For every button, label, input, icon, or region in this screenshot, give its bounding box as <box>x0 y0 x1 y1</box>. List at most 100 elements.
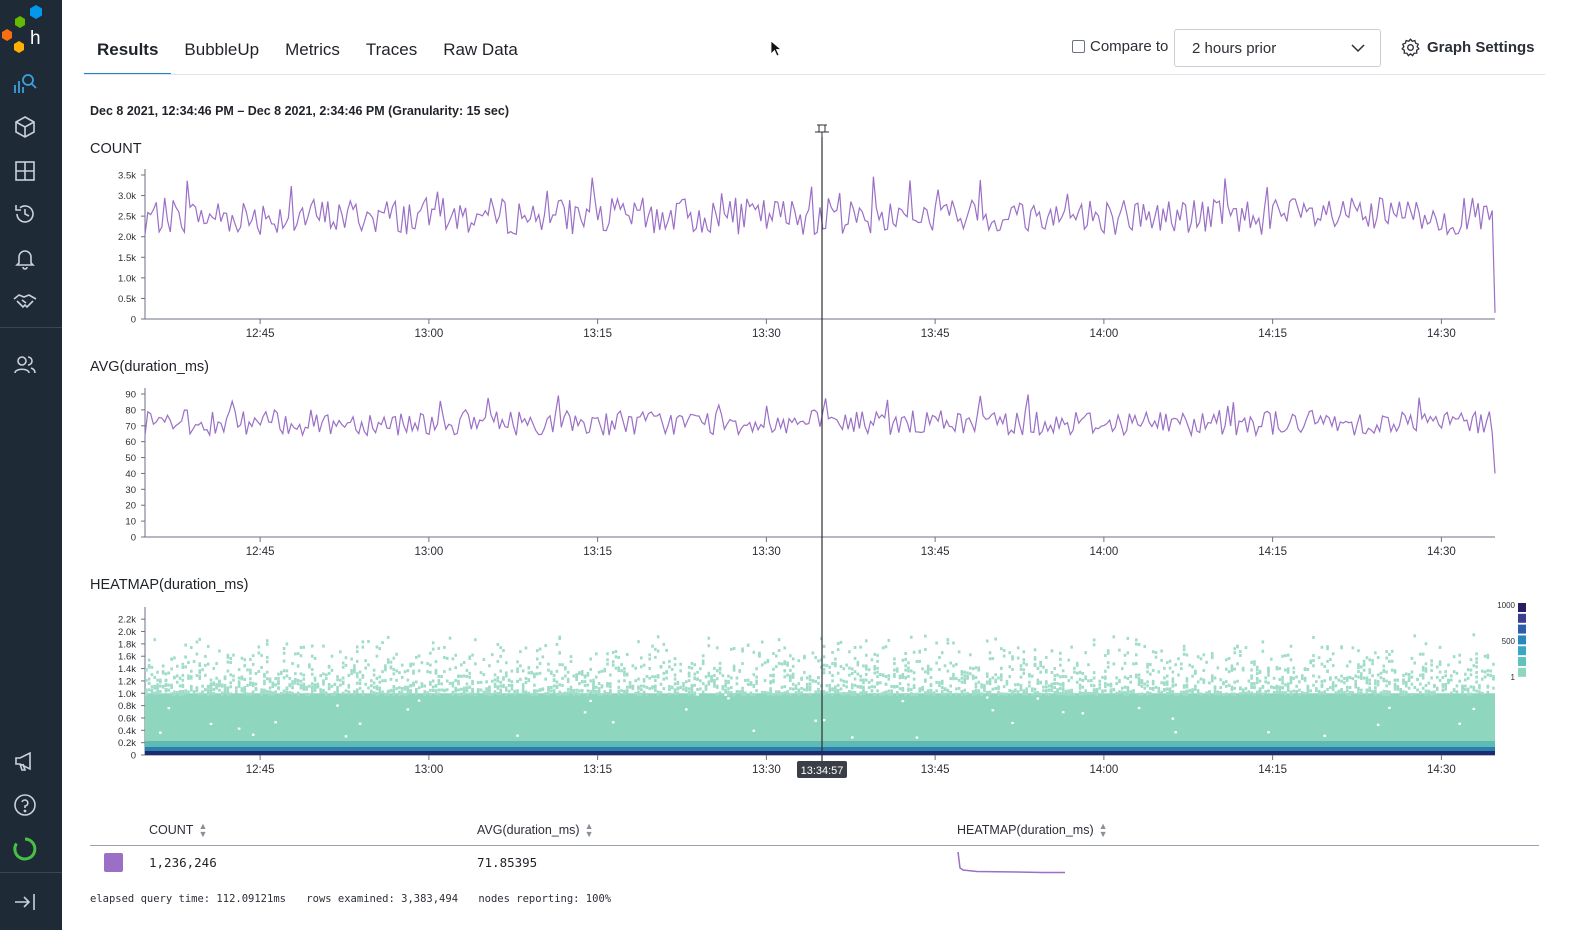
heatmap-cell <box>381 690 384 694</box>
graph-settings-button[interactable]: Graph Settings <box>1400 37 1535 58</box>
compare-select[interactable]: 2 hours prior <box>1174 29 1381 67</box>
heatmap-cell <box>192 691 196 695</box>
heatmap-cell <box>963 692 967 696</box>
heatmap-cell <box>198 674 202 678</box>
heatmap-cell <box>907 687 910 691</box>
heatmap-cell <box>969 672 972 676</box>
heatmap-cell <box>1379 691 1383 695</box>
heatmap-cell <box>313 676 317 680</box>
heatmap-cell <box>1140 680 1144 684</box>
datasets-icon[interactable] <box>9 111 41 143</box>
heatmap-cell <box>1078 686 1082 690</box>
heatmap-cell <box>249 692 252 696</box>
heatmap-cell <box>237 676 241 680</box>
heatmap-cell <box>187 674 190 678</box>
heatmap-cell <box>285 674 289 678</box>
heatmap-cell <box>150 673 154 677</box>
heatmap-cell <box>845 680 848 684</box>
heatmap-cell <box>856 672 860 676</box>
heatmap-cell <box>1160 690 1163 694</box>
heatmap-cell <box>850 667 854 671</box>
heatmap-cell <box>907 669 910 673</box>
heatmap-cell <box>1345 676 1349 680</box>
heatmap-cell <box>443 688 446 692</box>
heatmap-cell <box>1067 693 1071 697</box>
team-icon[interactable] <box>9 349 41 381</box>
heatmap-cell <box>969 653 972 657</box>
heatmap-cell <box>403 670 407 674</box>
history-icon[interactable] <box>9 198 41 230</box>
heatmap-cell <box>1261 692 1265 696</box>
heatmap-cell <box>1165 682 1169 686</box>
tab-traces[interactable]: Traces <box>365 40 418 59</box>
heatmap-cell <box>938 684 941 688</box>
heatmap-cell <box>229 673 232 677</box>
heatmap-cell <box>1312 674 1315 678</box>
heatmap-cell <box>420 682 424 686</box>
heatmap-cell <box>431 641 435 645</box>
y-tick-label: 90 <box>125 390 136 401</box>
heatmap-cell <box>578 671 581 675</box>
heatmap-cell <box>398 686 401 690</box>
heatmap-cell <box>673 657 677 661</box>
tab-metrics[interactable]: Metrics <box>285 40 340 59</box>
heatmap-cell <box>215 676 218 680</box>
heatmap-cell <box>341 691 345 695</box>
heatmap-cell <box>1306 667 1310 671</box>
heatmap-cell <box>496 692 500 696</box>
heatmap-cell <box>1185 689 1189 693</box>
table-header-count[interactable]: COUNT ▲ ▼ <box>149 821 208 839</box>
heatmap-cell <box>516 660 519 664</box>
heatmap-cell <box>1374 692 1377 696</box>
help-icon[interactable] <box>9 789 41 821</box>
heatmap-cell <box>268 679 272 683</box>
heatmap-cell <box>1061 691 1065 695</box>
heatmap-cell <box>1267 681 1270 685</box>
heatmap-cell <box>760 640 764 644</box>
tab-bubbleup[interactable]: BubbleUp <box>184 40 260 59</box>
heatmap-cell <box>263 679 266 683</box>
heatmap-cell <box>1334 676 1338 680</box>
heatmap-cell <box>170 657 173 661</box>
announcements-icon[interactable] <box>9 745 41 777</box>
heatmap-cell <box>685 689 688 693</box>
series-color-swatch[interactable] <box>104 853 123 872</box>
heatmap-cell <box>310 672 314 676</box>
query-icon[interactable] <box>9 68 41 100</box>
triggers-icon[interactable] <box>9 242 41 274</box>
heatmap-cell <box>834 661 837 665</box>
heatmap-cell <box>541 688 545 692</box>
heatmap-cell <box>1253 685 1256 689</box>
heatmap-cell <box>1298 688 1301 692</box>
tab-raw-data[interactable]: Raw Data <box>443 40 518 59</box>
compare-toggle[interactable]: Compare to <box>1072 38 1168 55</box>
status-icon[interactable] <box>9 833 41 865</box>
y-tick-label: 2.0k <box>118 627 136 638</box>
heatmap-cell <box>1255 677 1259 681</box>
heatmap-cell <box>327 671 331 675</box>
heatmap-cell <box>223 676 227 680</box>
heatmap-cell <box>1030 687 1034 691</box>
heatmap-cell <box>991 676 995 680</box>
heatmap-cell <box>642 684 646 688</box>
heatmap-cell <box>701 662 705 666</box>
heatmap-cell <box>1230 664 1234 668</box>
heatmap-cell <box>420 661 424 665</box>
table-header-avg[interactable]: AVG(duration_ms) ▲ ▼ <box>477 821 594 839</box>
compare-checkbox[interactable] <box>1072 40 1085 53</box>
heatmap-cell <box>212 688 216 692</box>
heatmap-cell <box>353 664 356 668</box>
heatmap-cell <box>1396 678 1400 682</box>
heatmap-cell <box>637 640 640 644</box>
boards-icon[interactable] <box>9 155 41 187</box>
handshake-icon[interactable] <box>9 285 41 317</box>
heatmap-cell <box>839 664 843 668</box>
collapse-icon[interactable] <box>9 886 41 918</box>
heatmap-gap <box>167 707 171 710</box>
heatmap-cell <box>445 688 449 692</box>
honeycomb-logo-icon[interactable]: h <box>0 0 50 54</box>
heatmap-cell <box>1106 683 1110 687</box>
table-header-heatmap[interactable]: HEATMAP(duration_ms) ▲ ▼ <box>957 821 1108 839</box>
